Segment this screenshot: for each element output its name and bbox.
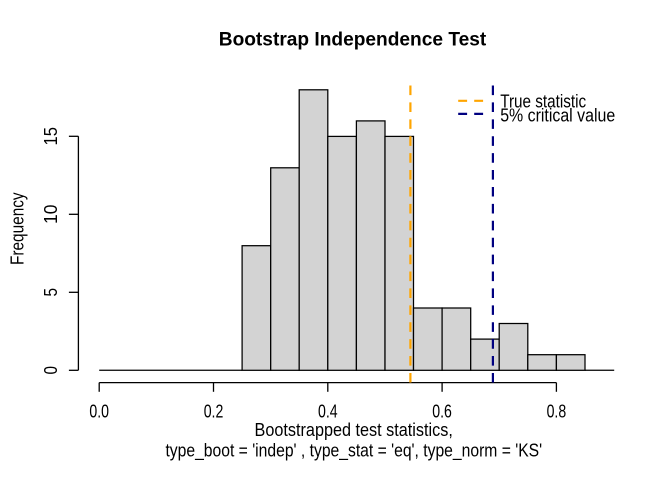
svg-text:0.6: 0.6 bbox=[432, 402, 452, 422]
svg-text:10: 10 bbox=[41, 205, 61, 225]
svg-text:0: 0 bbox=[41, 366, 61, 375]
svg-text:0.8: 0.8 bbox=[547, 402, 567, 422]
svg-text:0.4: 0.4 bbox=[318, 402, 338, 422]
svg-text:Frequency: Frequency bbox=[7, 192, 27, 265]
svg-text:15: 15 bbox=[41, 127, 61, 146]
svg-text:5% critical value: 5% critical value bbox=[500, 105, 615, 125]
svg-text:type_boot = 'indep' , type_sta: type_boot = 'indep' , type_stat = 'eq', … bbox=[165, 441, 542, 462]
svg-text:Bootstrapped test statistics,: Bootstrapped test statistics, bbox=[255, 420, 453, 440]
svg-text:0.2: 0.2 bbox=[204, 402, 224, 422]
svg-text:True statistic: True statistic bbox=[500, 92, 586, 112]
svg-text:0.0: 0.0 bbox=[89, 402, 109, 422]
svg-text:5: 5 bbox=[41, 288, 61, 297]
svg-text:Bootstrap Independence Test: Bootstrap Independence Test bbox=[219, 30, 487, 51]
